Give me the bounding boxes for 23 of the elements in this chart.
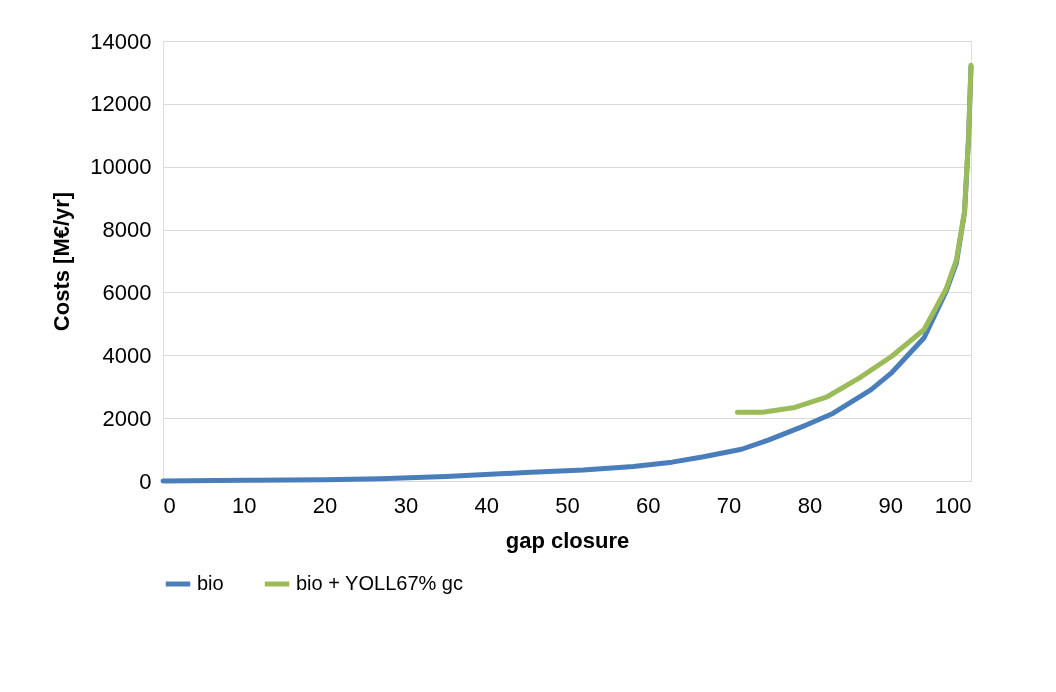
y-tick-label: 4000 xyxy=(102,342,152,368)
x-tick-label: 70 xyxy=(716,492,742,518)
x-tick-label: 20 xyxy=(312,492,338,518)
x-tick-label: 80 xyxy=(797,492,823,518)
x-tick-label: 90 xyxy=(878,492,903,518)
x-axis-title: gap closure xyxy=(505,527,630,553)
x-tick-label: 50 xyxy=(555,492,580,518)
y-tick-label: 14000 xyxy=(90,28,152,54)
y-tick-label: 0 xyxy=(139,468,152,494)
legend-label: bio + YOLL67% gc xyxy=(296,572,463,594)
y-axis-title: Costs [M€/yr] xyxy=(49,191,75,332)
x-tick-label: 60 xyxy=(636,492,661,518)
x-tick-label: 100 xyxy=(934,492,972,518)
y-tick-label: 8000 xyxy=(102,217,152,243)
y-tick-label: 12000 xyxy=(90,91,152,117)
x-tick-label: 0 xyxy=(163,492,176,518)
x-tick-label: 30 xyxy=(393,492,419,518)
legend-label: bio xyxy=(197,572,224,594)
y-tick-label: 10000 xyxy=(90,154,152,180)
x-tick-label: 10 xyxy=(232,492,257,518)
y-tick-label: 2000 xyxy=(102,405,152,431)
x-tick-label: 40 xyxy=(474,492,499,518)
y-tick-label: 6000 xyxy=(102,279,152,305)
